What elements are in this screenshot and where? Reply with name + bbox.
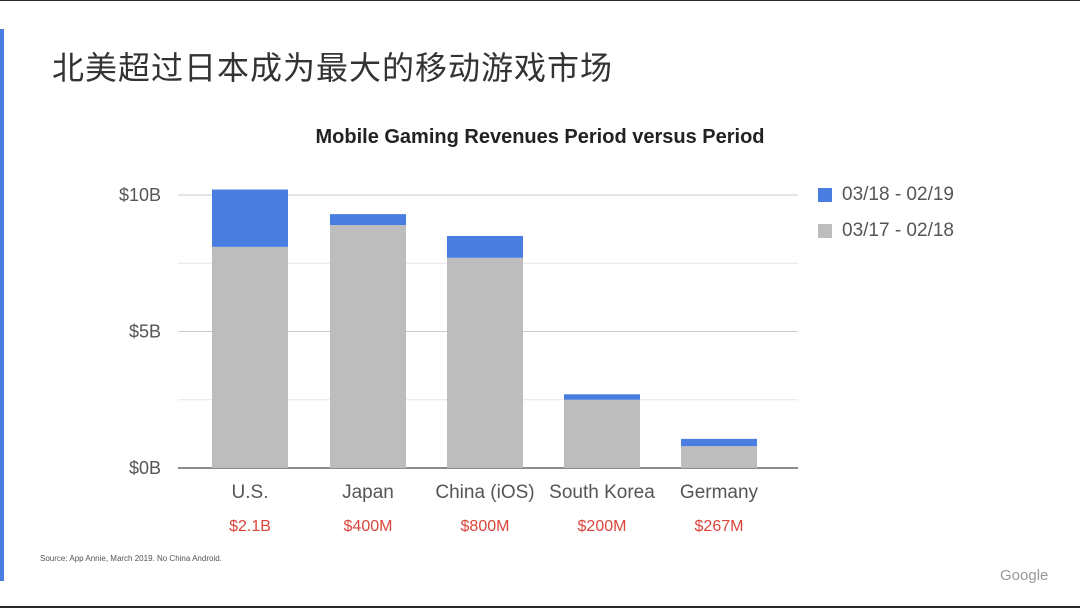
- bar-segment-recent: [564, 394, 640, 400]
- legend-label-previous: 03/17 - 02/18: [842, 220, 954, 241]
- category-label: China (iOS): [435, 482, 534, 503]
- category-label: Japan: [342, 482, 394, 503]
- bar-segment-previous: [681, 446, 757, 468]
- bar-segment-previous: [564, 399, 640, 468]
- category-label: U.S.: [232, 482, 269, 503]
- google-logo-text: Google: [1000, 567, 1049, 584]
- source-note: Source: App Annie, March 2019. No China …: [40, 554, 222, 563]
- chart-title: Mobile Gaming Revenues Period versus Per…: [0, 126, 1080, 149]
- bar-segment-previous: [212, 246, 288, 468]
- category-label: Germany: [680, 482, 759, 503]
- growth-annotation: $267M: [695, 518, 744, 535]
- bar-segment-previous: [447, 257, 523, 468]
- growth-annotation: $400M: [344, 518, 393, 535]
- bar-segment-recent: [681, 438, 757, 447]
- y-tick-label: $5B: [129, 322, 161, 342]
- bar-segment-recent: [212, 189, 288, 247]
- accent-bar: [0, 29, 4, 581]
- bar-segment-recent: [447, 235, 523, 258]
- slide-title: 北美超过日本成为最大的移动游戏市场: [52, 49, 614, 87]
- legend-label-recent: 03/18 - 02/19: [842, 184, 954, 205]
- category-label: South Korea: [549, 482, 655, 503]
- y-tick-label: $0B: [129, 458, 161, 478]
- y-tick-label: $10B: [119, 185, 161, 205]
- bar-segment-recent: [330, 214, 406, 226]
- legend-swatch-previous: [818, 224, 832, 238]
- growth-annotation: $200M: [578, 518, 627, 535]
- legend-swatch-recent: [818, 188, 832, 202]
- chart-title-text: Mobile Gaming Revenues Period versus Per…: [315, 126, 765, 148]
- bar-segment-previous: [330, 225, 406, 468]
- legend-item-recent: 03/18 - 02/19: [818, 177, 954, 213]
- growth-annotation: $2.1B: [229, 518, 271, 535]
- growth-annotation: $800M: [461, 518, 510, 535]
- legend: 03/18 - 02/19 03/17 - 02/18: [818, 177, 954, 249]
- legend-item-previous: 03/17 - 02/18: [818, 213, 954, 249]
